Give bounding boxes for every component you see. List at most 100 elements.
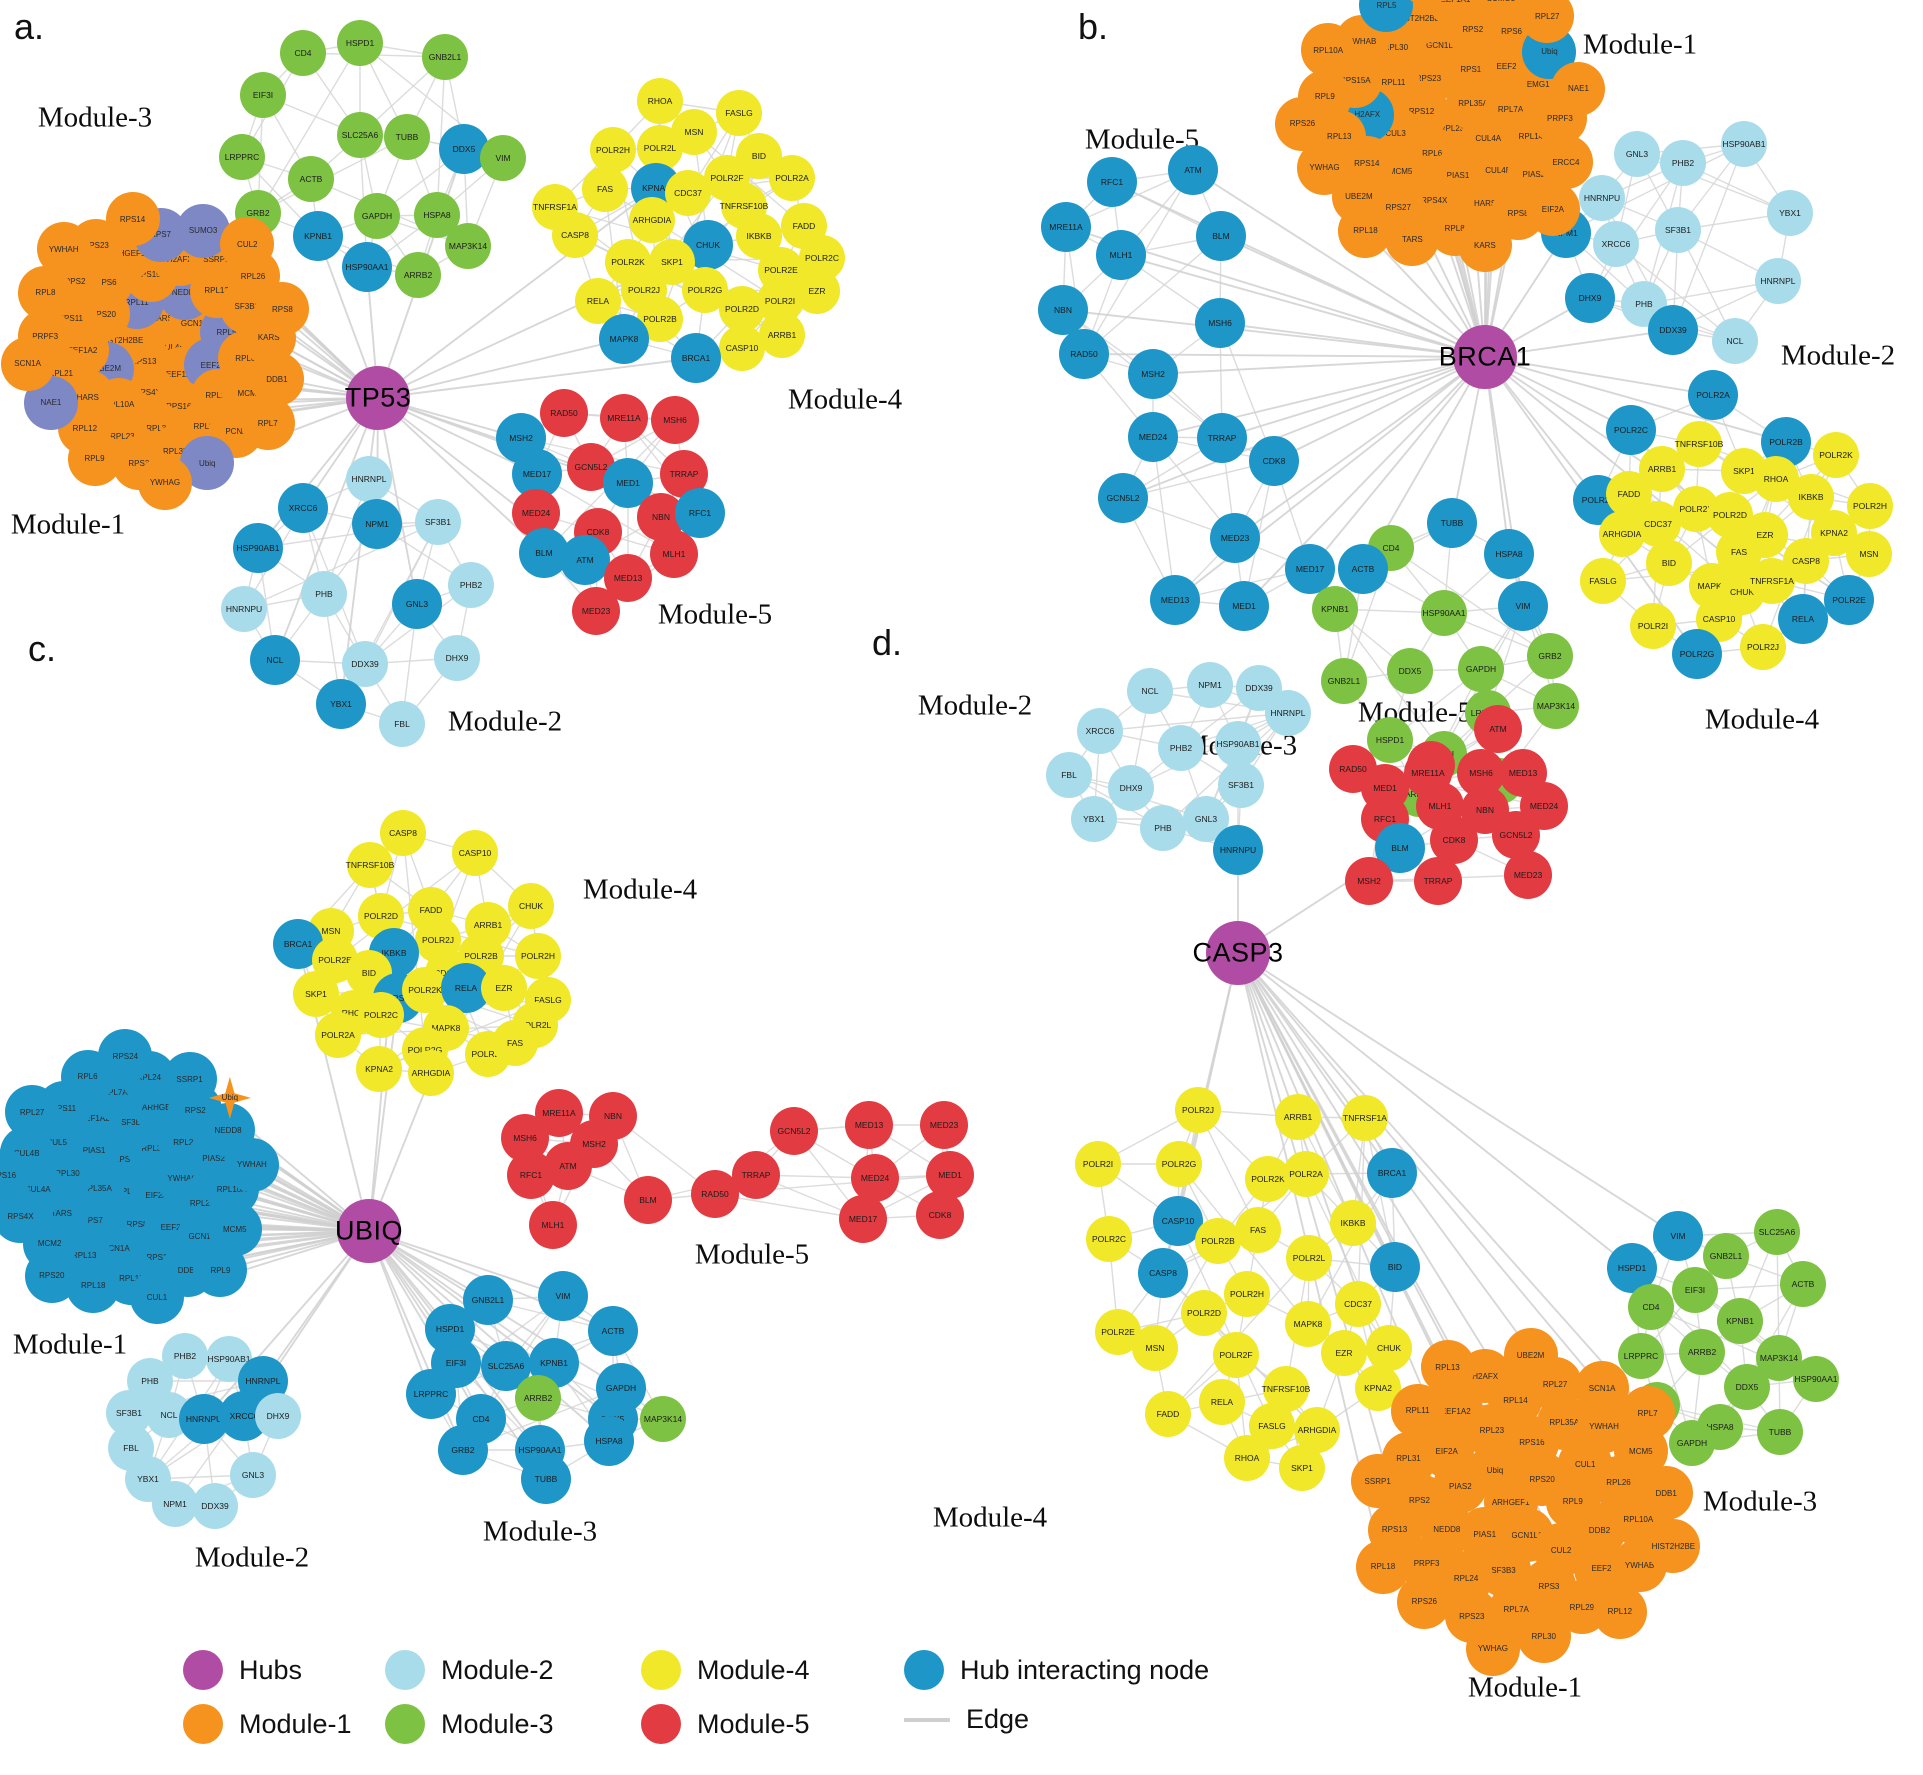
node-POLR2C[interactable]: POLR2C (1606, 405, 1656, 455)
node-CUL2[interactable]: CUL2 (220, 217, 275, 272)
node-ATM[interactable]: ATM (1168, 145, 1218, 195)
node-HNRNPU[interactable]: HNRNPU (1213, 825, 1263, 875)
node-ATM[interactable]: ATM (544, 1142, 592, 1190)
node-NCL[interactable]: NCL (250, 635, 300, 685)
node-MAP3K14[interactable]: MAP3K14 (1533, 683, 1579, 729)
node-RPL7[interactable]: RPL7 (240, 396, 295, 451)
node-POLR2E[interactable]: POLR2E (1824, 575, 1874, 625)
node-MED23[interactable]: MED23 (1210, 513, 1260, 563)
node-ARRB2[interactable]: ARRB2 (395, 252, 441, 298)
node-RPS20[interactable]: RPS20 (24, 1248, 79, 1303)
node-TNFRSF10B[interactable]: TNFRSF10B (346, 842, 394, 888)
node-MSH6[interactable]: MSH6 (651, 396, 699, 444)
node-PHB[interactable]: PHB (1140, 805, 1186, 851)
node-MED13[interactable]: MED13 (845, 1101, 893, 1149)
node-CASP10[interactable]: CASP10 (719, 325, 765, 371)
node-MLH1[interactable]: MLH1 (529, 1201, 577, 1249)
node-FBL[interactable]: FBL (379, 701, 425, 747)
node-CDC37[interactable]: CDC37 (1335, 1281, 1381, 1327)
node-TUBB[interactable]: TUBB (1757, 1409, 1803, 1455)
node-XRCC6[interactable]: XRCC6 (278, 483, 328, 533)
node-POLR2J[interactable]: POLR2J (1175, 1087, 1221, 1133)
node-HSP90AA1[interactable]: HSP90AA1 (1421, 590, 1467, 636)
node-EIF3I[interactable]: EIF3I (1672, 1267, 1718, 1313)
node-MED17[interactable]: MED17 (839, 1195, 887, 1243)
node-SLC25A6[interactable]: SLC25A6 (1754, 1209, 1800, 1255)
node-POLR2G[interactable]: POLR2G (1156, 1141, 1202, 1187)
node-FADD[interactable]: FADD (1145, 1391, 1191, 1437)
node-POLR2H[interactable]: POLR2H (1224, 1271, 1270, 1317)
node-CASP10[interactable]: CASP10 (452, 830, 498, 876)
node-POLR2A[interactable]: POLR2A (1283, 1151, 1329, 1197)
node-ARRB2[interactable]: ARRB2 (515, 1375, 561, 1421)
node-YBX1[interactable]: YBX1 (316, 679, 366, 729)
node-MSN[interactable]: MSN (1846, 531, 1892, 577)
node-HNRNPU[interactable]: HNRNPU (1579, 175, 1625, 221)
node-MLH1[interactable]: MLH1 (650, 530, 698, 578)
node-FAS[interactable]: FAS (582, 166, 628, 212)
node-TUBB[interactable]: TUBB (384, 114, 430, 160)
node-GAPDH[interactable]: GAPDH (1458, 646, 1504, 692)
node-RFC1[interactable]: RFC1 (675, 488, 725, 538)
node-ACTB[interactable]: ACTB (288, 156, 334, 202)
node-FAS[interactable]: FAS (1235, 1207, 1281, 1253)
node-DDX39[interactable]: DDX39 (1648, 305, 1698, 355)
node-POLR2B[interactable]: POLR2B (1195, 1218, 1241, 1264)
node-GRB2[interactable]: GRB2 (1527, 633, 1573, 679)
node-POLR2H[interactable]: POLR2H (590, 127, 636, 173)
node-TARS[interactable]: TARS (1385, 212, 1440, 267)
node-LRPPRC[interactable]: LRPPRC (406, 1369, 456, 1419)
node-GCN5L2[interactable]: GCN5L2 (1098, 473, 1148, 523)
node-GCN5L2[interactable]: GCN5L2 (770, 1107, 818, 1155)
node-YWHAH[interactable]: YWHAH (36, 222, 91, 277)
node-RPL24[interactable]: RPL24 (1400, 0, 1455, 7)
node-RPL9[interactable]: RPL9 (67, 431, 122, 486)
node-FBL[interactable]: FBL (1046, 752, 1092, 798)
node-GNB2L1[interactable]: GNB2L1 (1321, 658, 1367, 704)
node-XRCC6[interactable]: XRCC6 (1077, 708, 1123, 754)
node-RPS26[interactable]: RPS26 (1275, 96, 1330, 151)
node-MAP3K14[interactable]: MAP3K14 (640, 1396, 686, 1442)
node-CASP8[interactable]: CASP8 (552, 212, 598, 258)
node-MSN[interactable]: MSN (1132, 1325, 1178, 1371)
node-DDX5[interactable]: DDX5 (1724, 1364, 1770, 1410)
node-POLR2A[interactable]: POLR2A (1688, 370, 1738, 420)
node-TNFRSF1A[interactable]: TNFRSF1A (1749, 558, 1795, 604)
node-SSRP1[interactable]: SSRP1 (1350, 1454, 1405, 1509)
node-NPM1[interactable]: NPM1 (352, 499, 402, 549)
node-BLM[interactable]: BLM (624, 1176, 672, 1224)
node-BRCA1[interactable]: BRCA1 (1367, 1148, 1417, 1198)
node-FASLG[interactable]: FASLG (1580, 558, 1626, 604)
node-RAD50[interactable]: RAD50 (540, 389, 588, 437)
node-HSP90AB1[interactable]: HSP90AB1 (233, 523, 283, 573)
node-NAE1[interactable]: NAE1 (1551, 61, 1606, 116)
hub-node-CASP3[interactable] (1206, 921, 1270, 985)
node-DHX9[interactable]: DHX9 (434, 635, 480, 681)
node-ACTB[interactable]: ACTB (1338, 544, 1388, 594)
node-FAS[interactable]: FAS (492, 1020, 538, 1066)
node-HSPD1[interactable]: HSPD1 (337, 20, 383, 66)
node-ACTB[interactable]: ACTB (1780, 1261, 1826, 1307)
node-DDB1[interactable]: DDB1 (1639, 1466, 1694, 1521)
node-POLR2J[interactable]: POLR2J (1740, 624, 1786, 670)
node-MED23[interactable]: MED23 (920, 1101, 968, 1149)
node-XRCC6[interactable]: XRCC6 (1593, 221, 1639, 267)
node-POLR2C[interactable]: POLR2C (1086, 1216, 1132, 1262)
node-ARHGDIA[interactable]: ARHGDIA (1599, 511, 1645, 557)
node-HSP90AB1[interactable]: HSP90AB1 (1215, 721, 1261, 767)
node-TRRAP[interactable]: TRRAP (732, 1151, 780, 1199)
node-SF3B1[interactable]: SF3B1 (415, 499, 461, 545)
node-EIF3I[interactable]: EIF3I (240, 72, 286, 118)
node-SF3B1[interactable]: SF3B1 (1218, 762, 1264, 808)
node-DDX39[interactable]: DDX39 (192, 1483, 238, 1529)
node-POLR2D[interactable]: POLR2D (1181, 1290, 1227, 1336)
node-VIM[interactable]: VIM (1653, 1211, 1703, 1261)
node-SSRP1[interactable]: SSRP1 (162, 1052, 217, 1107)
node-RPL7[interactable]: RPL7 (1620, 1386, 1675, 1441)
node-RPL11[interactable]: RPL11 (1390, 1383, 1445, 1438)
node-CUL1[interactable]: CUL1 (129, 1270, 184, 1325)
node-CD4[interactable]: CD4 (280, 30, 326, 76)
node-IKBKB[interactable]: IKBKB (1330, 1200, 1376, 1246)
node-KPNB1[interactable]: KPNB1 (1312, 586, 1358, 632)
node-GNL3[interactable]: GNL3 (392, 579, 442, 629)
